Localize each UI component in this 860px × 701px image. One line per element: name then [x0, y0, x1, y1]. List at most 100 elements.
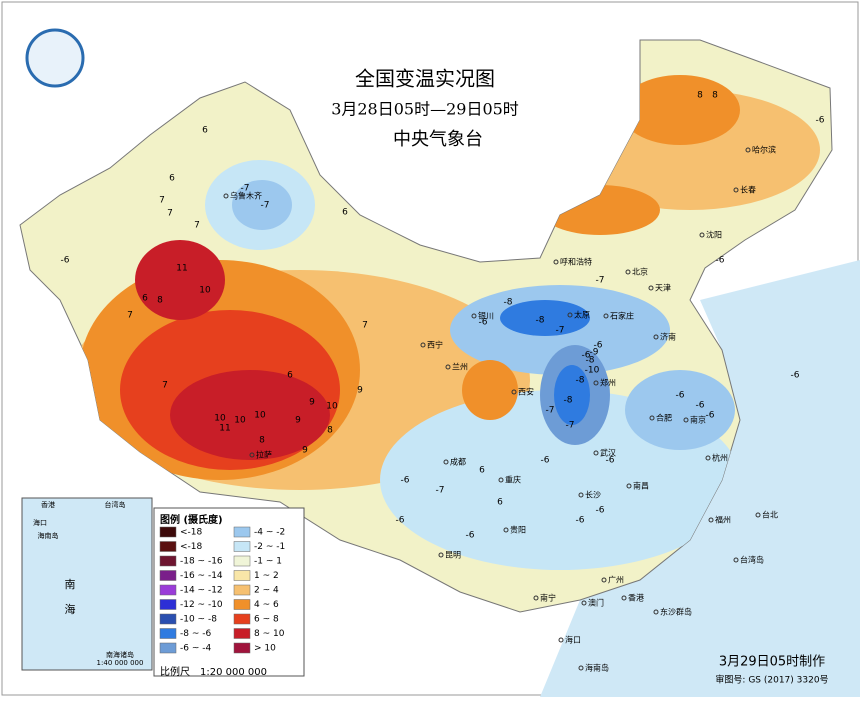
temperature-change: 6 — [342, 208, 348, 218]
temperature-change: -8 — [536, 316, 545, 326]
temperature-change: 7 — [159, 196, 165, 206]
city-dot — [755, 512, 761, 518]
city-dot — [445, 364, 451, 370]
temperature-change: 10 — [234, 416, 246, 426]
temperature-change: 6 — [287, 371, 293, 381]
city-dot — [683, 417, 689, 423]
temperature-change: -7 — [436, 486, 445, 496]
city-dot — [581, 600, 587, 606]
city-label: 乌鲁木齐 — [230, 191, 262, 201]
city-dot — [533, 595, 539, 601]
legend — [153, 507, 305, 677]
inset-label: 海 — [65, 602, 76, 616]
temperature-change: -8 — [564, 396, 573, 406]
legend-label: -14 ~ -12 — [180, 586, 223, 596]
temperature-change: 10 — [199, 286, 211, 296]
legend-swatch — [159, 642, 177, 654]
city-label: 兰州 — [452, 362, 468, 372]
city-dot — [733, 187, 739, 193]
city-label: 西安 — [518, 387, 534, 397]
scale: 比例尺 1:20 000 000 — [160, 665, 267, 678]
temperature-change: 8 — [712, 91, 718, 101]
city-dot — [626, 483, 632, 489]
temperature-change: 6 — [142, 294, 148, 304]
temperature-change: 11 — [176, 264, 187, 274]
city-dot — [558, 637, 564, 643]
temperature-change: -6 — [594, 341, 603, 351]
city-dot — [593, 450, 599, 456]
legend-swatch — [233, 599, 251, 610]
city-label: 长沙 — [585, 490, 601, 500]
city-dot — [578, 665, 584, 671]
legend-label: <-18 — [180, 528, 203, 538]
temperature-change: 11 — [219, 424, 230, 434]
temperature-change: 7 — [167, 209, 173, 219]
city-dot — [699, 232, 705, 238]
temperature-change: -6 — [696, 401, 705, 411]
legend-label: 6 ~ 8 — [254, 615, 279, 625]
temperature-change: -6 — [541, 456, 550, 466]
legend-label: -6 ~ -4 — [180, 644, 211, 654]
city-label: 台湾岛 — [740, 555, 764, 565]
logo — [25, 28, 85, 88]
city-label: 郑州 — [600, 378, 616, 388]
temperature-change: -8 — [586, 356, 595, 366]
city-dot — [471, 313, 477, 319]
legend-swatch — [159, 628, 177, 639]
temperature-fields — [70, 75, 820, 570]
temperature-change: -8 — [576, 376, 585, 386]
legend-swatch — [159, 570, 177, 581]
temperature-change: -6 — [716, 256, 725, 266]
city-label: 福州 — [715, 516, 731, 525]
inset-label: 1:40 000 000 — [97, 659, 144, 667]
city-label: 贵阳 — [510, 525, 526, 535]
temperature-change: -7 — [596, 276, 605, 286]
legend-swatch — [233, 570, 251, 581]
city-label: 台北 — [762, 510, 778, 520]
city-label: 海口 — [565, 635, 581, 645]
legend-swatch — [233, 628, 251, 639]
legend-swatch — [159, 541, 177, 552]
temperature-change: 8 — [259, 436, 265, 446]
city-label: 广州 — [608, 575, 624, 585]
legend-label: 4 ~ 6 — [254, 600, 279, 610]
field — [232, 180, 292, 230]
legend-swatch — [233, 526, 251, 538]
temperature-change: -6 — [61, 256, 70, 266]
temperature-change: 10 — [214, 414, 226, 424]
field — [554, 365, 590, 425]
city-label: 南昌 — [633, 481, 649, 491]
city-label: 合肥 — [656, 413, 672, 423]
temperature-change: -7 — [566, 421, 575, 431]
temperature-change: -10 — [585, 366, 600, 376]
inset-label: 香港 — [41, 500, 55, 509]
temperature-change: 6 — [497, 498, 503, 508]
temperature-change: 8 — [697, 91, 703, 101]
legend-label: -1 ~ 1 — [254, 557, 282, 567]
temperature-change: 7 — [362, 321, 368, 331]
city-label: 石家庄 — [610, 311, 634, 321]
city-dot — [621, 595, 627, 601]
legend-swatch — [159, 599, 177, 610]
city-label: 南宁 — [540, 593, 556, 603]
inset-label: 南海诸岛 — [106, 650, 134, 659]
temperature-change: -6 — [396, 516, 405, 526]
city-dot — [625, 269, 631, 275]
city-dot — [593, 380, 599, 386]
inset-label: 海口 — [33, 518, 47, 527]
field — [500, 300, 590, 336]
city-dot — [653, 334, 659, 340]
temperature-change: 6 — [479, 466, 485, 476]
legend-swatch — [233, 613, 251, 625]
temperature-change: 9 — [295, 416, 301, 426]
city-label: 香港 — [628, 593, 644, 603]
city-label: 西宁 — [427, 340, 443, 350]
field — [462, 360, 518, 420]
city-dot — [705, 455, 711, 461]
temperature-change: -6 — [479, 318, 488, 328]
temperature-change: 6 — [202, 126, 208, 136]
temperature-change: 7 — [162, 381, 168, 391]
temperature-change: -6 — [676, 391, 685, 401]
city-dot — [553, 259, 559, 265]
city-label: 拉萨 — [256, 450, 272, 460]
